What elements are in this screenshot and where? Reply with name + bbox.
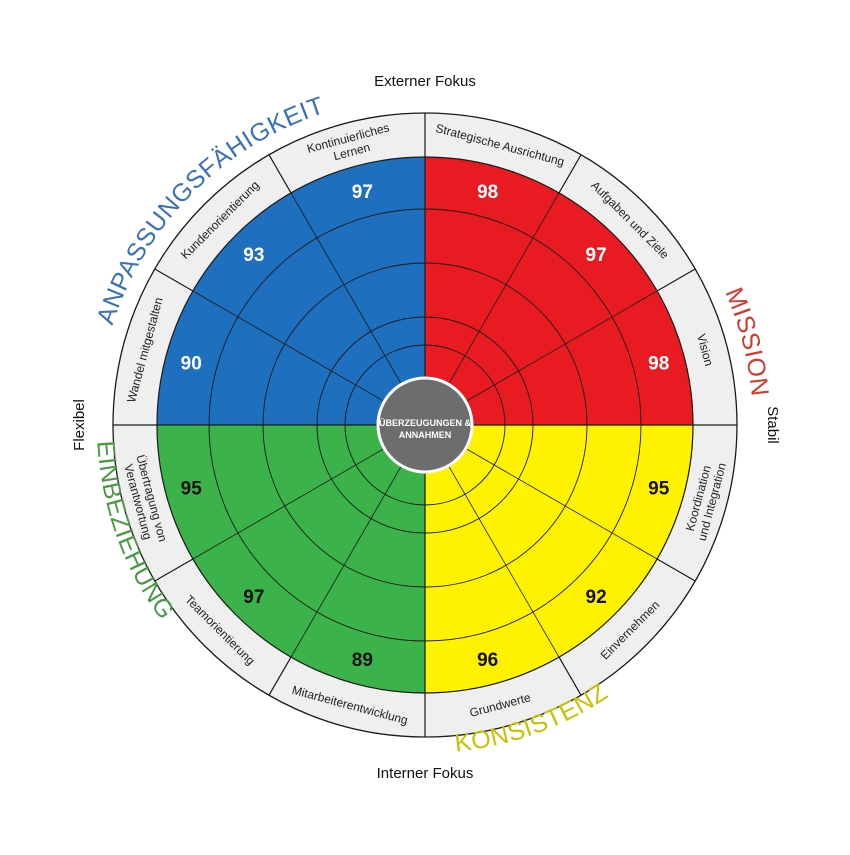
grid-lines bbox=[113, 113, 737, 737]
sector-mission bbox=[425, 157, 693, 425]
segment-score: 92 bbox=[586, 587, 607, 608]
segment-score: 96 bbox=[477, 650, 498, 671]
axis-label-left: Flexibel bbox=[71, 399, 88, 451]
segment-score: 97 bbox=[243, 587, 264, 608]
segment-divider bbox=[448, 192, 560, 385]
segment-score: 95 bbox=[648, 479, 670, 500]
center-label-line2: ANNAHMEN bbox=[399, 430, 452, 440]
sector-anpassungsfähigkeit bbox=[157, 157, 425, 425]
ring-divider bbox=[558, 656, 582, 696]
sector-konsistenz bbox=[425, 425, 693, 693]
segment-score: 98 bbox=[477, 182, 498, 203]
segment-divider bbox=[465, 448, 658, 560]
center-label-line1: ÜBERZEUGUNGEN & bbox=[379, 418, 472, 428]
quadrant-sectors bbox=[157, 157, 693, 693]
ring-divider bbox=[268, 656, 292, 696]
segment-divider bbox=[448, 465, 560, 658]
segment-score: 90 bbox=[181, 353, 202, 374]
center-hub: ÜBERZEUGUNGEN & ANNAHMEN bbox=[376, 376, 474, 474]
segment-divider bbox=[192, 290, 385, 402]
sector-einbeziehung bbox=[157, 425, 425, 693]
axis-label-right: Stabil bbox=[764, 406, 781, 444]
segment-score: 98 bbox=[648, 353, 669, 374]
ring-divider bbox=[656, 558, 696, 582]
segment-divider bbox=[290, 192, 402, 385]
segment-score: 93 bbox=[243, 245, 264, 266]
segment-scores: 98 97 98 95 92 96 89 97 95 90 93 97 bbox=[181, 182, 670, 671]
axis-label-bottom: Interner Fokus bbox=[377, 765, 474, 782]
segment-score: 89 bbox=[352, 650, 373, 671]
segment-divider bbox=[192, 448, 385, 560]
segment-score: 97 bbox=[586, 245, 607, 266]
ring-divider bbox=[268, 154, 292, 194]
ring-divider bbox=[558, 154, 582, 194]
segment-score: 95 bbox=[181, 479, 203, 500]
center-circle bbox=[376, 376, 474, 474]
axis-label-top: Externer Fokus bbox=[374, 73, 476, 90]
segment-divider bbox=[290, 465, 402, 658]
ring-divider bbox=[656, 268, 696, 292]
segment-divider bbox=[465, 290, 658, 402]
ring-divider bbox=[154, 268, 194, 292]
segment-score: 97 bbox=[352, 182, 373, 203]
ring-divider bbox=[154, 558, 194, 582]
